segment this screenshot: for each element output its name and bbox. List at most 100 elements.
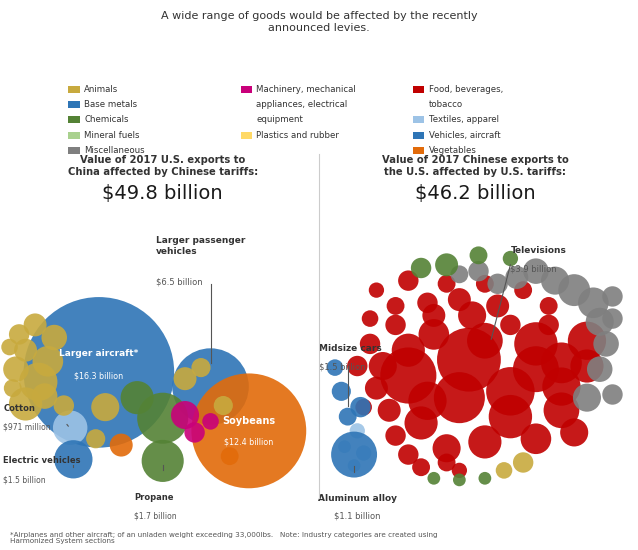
Text: Electric vehicles: Electric vehicles [3,456,80,465]
Ellipse shape [450,266,468,283]
Text: *Airplanes and other aircraft; of an unladen weight exceeding 33,000lbs.   Note:: *Airplanes and other aircraft; of an unl… [10,531,437,544]
Text: Food, beverages,: Food, beverages, [429,85,503,94]
Ellipse shape [9,387,42,421]
Text: Machinery, mechanical: Machinery, mechanical [256,85,356,94]
Ellipse shape [378,399,401,422]
Ellipse shape [513,346,559,392]
Text: Larger passenger
vehicles: Larger passenger vehicles [156,236,246,256]
Ellipse shape [339,408,357,426]
Text: Mineral fuels: Mineral fuels [84,131,140,140]
Text: equipment: equipment [256,116,303,124]
Ellipse shape [32,383,57,409]
Ellipse shape [411,258,431,278]
Ellipse shape [487,273,508,294]
Ellipse shape [350,423,365,438]
Ellipse shape [392,334,425,367]
Text: $1.5 billion: $1.5 billion [319,363,366,372]
Ellipse shape [412,458,430,476]
Text: $16.3 billion: $16.3 billion [75,371,123,380]
Ellipse shape [448,288,471,311]
Ellipse shape [435,254,458,276]
Ellipse shape [408,382,447,420]
Ellipse shape [578,288,609,318]
Ellipse shape [172,348,249,425]
Text: Larger aircraft*: Larger aircraft* [59,349,138,358]
Ellipse shape [458,301,486,329]
Ellipse shape [214,396,233,415]
Text: Textiles, apparel: Textiles, apparel [429,116,499,124]
Ellipse shape [174,367,197,390]
Ellipse shape [24,297,174,448]
Ellipse shape [544,393,579,428]
Ellipse shape [503,251,518,266]
Ellipse shape [505,266,528,289]
Text: $1.5 billion: $1.5 billion [3,475,46,484]
Ellipse shape [453,474,466,486]
Ellipse shape [438,275,456,293]
Text: Base metals: Base metals [84,100,137,109]
Text: A wide range of goods would be affected by the recently
announced levies.: A wide range of goods would be affected … [161,11,477,32]
Ellipse shape [398,444,419,465]
Text: $971 million: $971 million [3,423,51,432]
Ellipse shape [360,334,380,354]
Ellipse shape [419,319,449,350]
Ellipse shape [514,281,532,299]
Ellipse shape [355,399,372,415]
Ellipse shape [514,322,558,366]
Text: $46.2 billion: $46.2 billion [415,184,536,204]
Ellipse shape [593,331,619,356]
Text: $1.7 billion: $1.7 billion [134,512,177,520]
Text: Value of 2017 U.S. exports to
China affected by Chinese tariffs:: Value of 2017 U.S. exports to China affe… [68,155,258,177]
Ellipse shape [568,322,606,360]
Ellipse shape [191,358,211,377]
Ellipse shape [9,324,29,345]
Ellipse shape [573,383,601,412]
Ellipse shape [24,314,47,337]
Ellipse shape [587,356,612,382]
Ellipse shape [33,346,63,377]
Text: Plastics and rubber: Plastics and rubber [256,131,339,140]
Ellipse shape [86,429,105,448]
Ellipse shape [586,307,614,336]
Ellipse shape [332,382,351,401]
Ellipse shape [347,356,367,376]
Ellipse shape [602,309,623,329]
Ellipse shape [513,452,533,472]
Ellipse shape [486,294,509,317]
Ellipse shape [54,395,74,416]
Ellipse shape [489,395,532,438]
Ellipse shape [380,348,436,404]
Ellipse shape [356,446,371,461]
Text: $6.5 billion: $6.5 billion [156,277,203,287]
Ellipse shape [541,343,582,383]
Ellipse shape [385,315,406,335]
Ellipse shape [468,425,501,459]
Ellipse shape [41,325,67,350]
Ellipse shape [398,271,419,291]
Ellipse shape [171,401,199,429]
Ellipse shape [327,359,343,376]
Ellipse shape [541,267,569,295]
Ellipse shape [350,397,371,417]
Ellipse shape [369,352,397,380]
Ellipse shape [137,393,188,444]
Ellipse shape [191,373,306,488]
Ellipse shape [348,459,360,472]
Ellipse shape [142,440,184,482]
Text: $1.1 billion: $1.1 billion [334,512,380,520]
Ellipse shape [417,293,438,313]
Ellipse shape [365,377,388,400]
Ellipse shape [542,367,581,406]
Ellipse shape [468,261,489,282]
Text: $3.9 billion: $3.9 billion [510,265,557,274]
Ellipse shape [478,472,491,485]
Ellipse shape [560,419,588,447]
Ellipse shape [331,432,377,477]
Ellipse shape [91,393,119,421]
Ellipse shape [467,323,503,359]
Text: tobacco: tobacco [429,100,463,109]
Text: Chemicals: Chemicals [84,116,129,124]
Text: Cotton: Cotton [3,404,35,413]
Ellipse shape [1,339,18,355]
Ellipse shape [362,310,378,327]
